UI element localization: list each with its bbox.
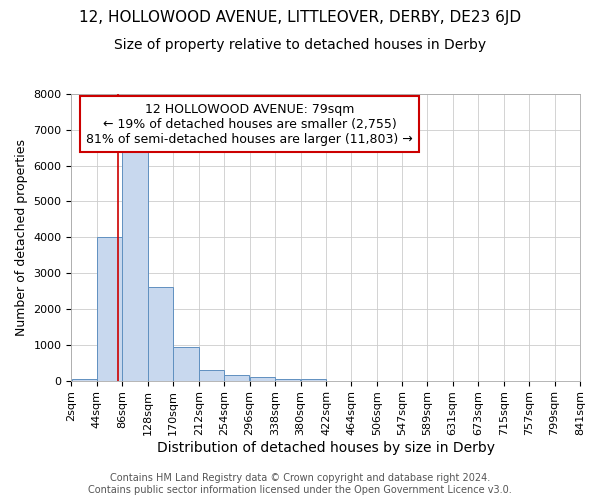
Bar	[199, 370, 224, 380]
Text: Contains HM Land Registry data © Crown copyright and database right 2024.
Contai: Contains HM Land Registry data © Crown c…	[88, 474, 512, 495]
Bar	[301, 379, 326, 380]
Bar	[148, 288, 173, 380]
Bar	[173, 346, 199, 380]
Bar	[224, 375, 250, 380]
Text: Size of property relative to detached houses in Derby: Size of property relative to detached ho…	[114, 38, 486, 52]
Bar	[275, 379, 301, 380]
Text: 12 HOLLOWOOD AVENUE: 79sqm
← 19% of detached houses are smaller (2,755)
81% of s: 12 HOLLOWOOD AVENUE: 79sqm ← 19% of deta…	[86, 102, 413, 146]
Bar	[71, 379, 97, 380]
X-axis label: Distribution of detached houses by size in Derby: Distribution of detached houses by size …	[157, 441, 495, 455]
Text: 12, HOLLOWOOD AVENUE, LITTLEOVER, DERBY, DE23 6JD: 12, HOLLOWOOD AVENUE, LITTLEOVER, DERBY,…	[79, 10, 521, 25]
Bar	[122, 144, 148, 380]
Bar	[250, 377, 275, 380]
Bar	[97, 238, 122, 380]
Y-axis label: Number of detached properties: Number of detached properties	[15, 139, 28, 336]
